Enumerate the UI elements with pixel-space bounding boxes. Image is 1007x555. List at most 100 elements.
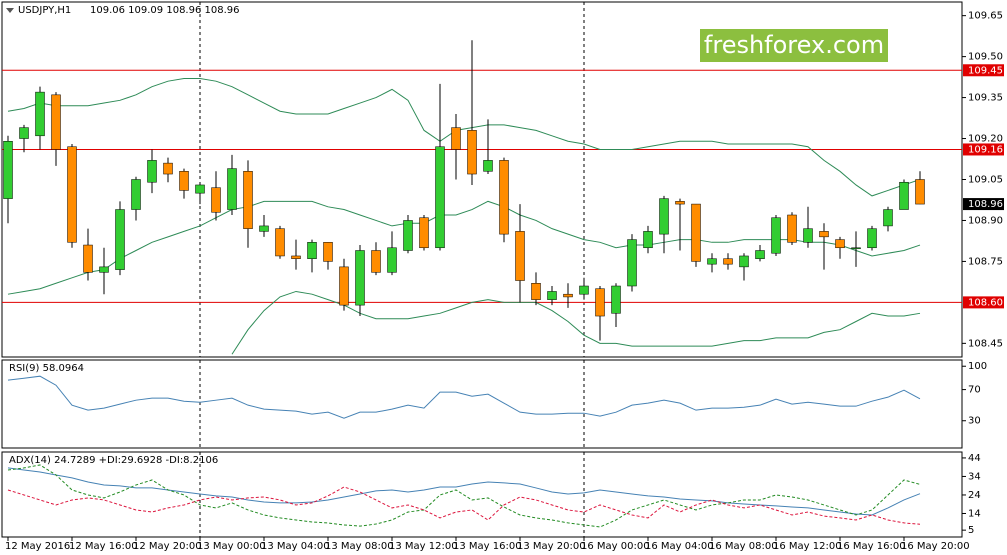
y-tick-label: 24 [968, 490, 981, 501]
y-tick-label: 70 [968, 385, 981, 396]
rsi-panel [1, 359, 963, 449]
x-tick-label: 16 May 08:00 [709, 541, 778, 552]
candle-body [19, 127, 29, 139]
y-tick-label: 108.45 [968, 338, 1003, 349]
chart-subtitle: 109.06 109.09 108.96 108.96 [90, 5, 240, 16]
x-tick-label: 13 May 08:00 [325, 541, 394, 552]
candle-body [195, 184, 205, 194]
candle-body [787, 214, 797, 243]
x-tick-label: 13 May 04:00 [261, 541, 330, 552]
candle-body [323, 242, 333, 262]
y-tick-label: 34 [968, 471, 981, 482]
candle-body [371, 250, 381, 273]
candle-body [771, 217, 781, 254]
x-tick-label: 13 May 20:00 [517, 541, 586, 552]
candle-body [659, 198, 669, 235]
x-tick-label: 12 May 2016 [5, 541, 70, 552]
candle-body [483, 160, 493, 172]
menu-icon[interactable] [6, 8, 14, 13]
candle-body [259, 225, 269, 232]
y-tick-label: 14 [968, 508, 981, 519]
candle-body [531, 283, 541, 300]
candle-body [211, 187, 221, 213]
y-tick-label: 5 [968, 525, 974, 536]
candle-body [83, 244, 93, 273]
indicator-line [7, 77, 921, 197]
last-price-box [963, 198, 1004, 211]
x-tick-label: 16 May 20:00 [901, 541, 970, 552]
indicator-line [7, 486, 921, 525]
level-label-box [963, 143, 1004, 156]
indicator-line [7, 467, 921, 516]
candle-body [883, 209, 893, 227]
indicator-line [7, 464, 921, 528]
y-tick-label: 108.75 [968, 256, 1003, 267]
x-tick-label: 13 May 00:00 [197, 541, 266, 552]
candle-body [3, 141, 13, 199]
watermark-box [700, 29, 888, 62]
candle-body [835, 239, 845, 249]
y-tick-label: 109.50 [968, 52, 1003, 63]
candle-body [867, 228, 877, 249]
candle-body [611, 285, 621, 314]
indicator-line [7, 375, 921, 419]
candle-body [851, 247, 861, 250]
candle-body [915, 179, 925, 205]
y-tick-label: 100 [968, 361, 987, 372]
y-tick-label: 44 [968, 453, 981, 464]
candle-body [163, 162, 173, 175]
watermark: freshforex.com [704, 31, 884, 59]
candle-body [627, 239, 637, 287]
candle-body [739, 255, 749, 268]
candle-body [579, 285, 589, 295]
x-tick-label: 12 May 16:00 [69, 541, 138, 552]
y-tick-label: 109.05 [968, 175, 1003, 186]
level-label: 109.45 [968, 65, 1003, 76]
candle-body [819, 231, 829, 238]
candle-body [99, 266, 109, 273]
y-tick-label: 109.35 [968, 93, 1003, 104]
candle-body [515, 231, 525, 281]
candle-body [51, 94, 61, 150]
candle-body [499, 160, 509, 235]
candle-body [547, 291, 557, 300]
candle-body [707, 258, 717, 265]
candle-body [691, 203, 701, 262]
candle-body [899, 181, 909, 210]
rsi-title: RSI(9) 58.0964 [9, 363, 84, 374]
candle-body [115, 209, 125, 270]
indicator-line [7, 200, 921, 295]
candle-body [595, 288, 605, 317]
candle-body [339, 266, 349, 306]
candle-body [291, 255, 301, 259]
candle-body [451, 127, 461, 150]
x-tick-label: 12 May 20:00 [133, 541, 202, 552]
candle-body [803, 228, 813, 243]
adx-title: ADX(14) 24.7289 +DI:29.6928 -DI:8.2106 [9, 455, 218, 466]
candle-body [67, 146, 77, 243]
x-tick-label: 13 May 12:00 [389, 541, 458, 552]
candle-body [307, 242, 317, 259]
level-label-box [963, 64, 1004, 77]
candle-body [563, 293, 573, 298]
y-tick-label: 109.20 [968, 134, 1003, 145]
level-label: 108.60 [968, 297, 1003, 308]
y-tick-label: 108.90 [968, 215, 1003, 226]
level-label: 109.16 [968, 144, 1003, 155]
y-tick-label: 30 [968, 416, 981, 427]
candle-body [179, 171, 189, 191]
candle-body [467, 130, 477, 175]
candle-body [275, 228, 285, 257]
x-tick-label: 13 May 16:00 [453, 541, 522, 552]
candle-body [435, 146, 445, 249]
candle-body [227, 168, 237, 210]
x-tick-label: 16 May 16:00 [837, 541, 906, 552]
candle-body [147, 160, 157, 183]
x-tick-label: 16 May 12:00 [773, 541, 842, 552]
candle-body [403, 220, 413, 251]
candle-body [355, 250, 365, 306]
candle-body [723, 258, 733, 265]
chart-title: USDJPY,H1 [18, 5, 71, 16]
candle-body [35, 91, 45, 137]
